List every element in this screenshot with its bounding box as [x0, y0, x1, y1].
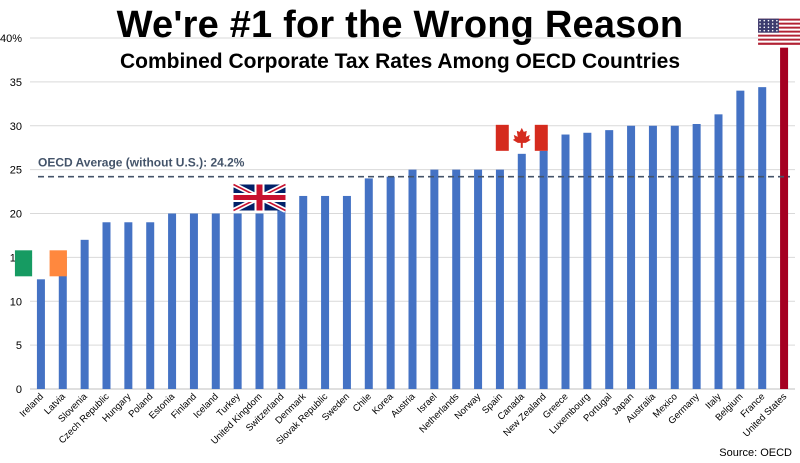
- bar: [233, 213, 242, 389]
- flag-star: [771, 29, 774, 32]
- bar: [648, 125, 657, 389]
- flag-star: [776, 29, 778, 32]
- y-tick-label: 5: [16, 340, 22, 352]
- source-note: Source: OECD: [719, 447, 792, 459]
- flag-star: [767, 29, 770, 32]
- maple-leaf: [512, 127, 531, 148]
- x-tick-label: Iceland: [191, 391, 220, 420]
- flag-star: [759, 29, 761, 32]
- bar: [758, 87, 767, 389]
- bar: [627, 125, 636, 389]
- bar: [495, 169, 504, 389]
- flag-stripe: [758, 42, 800, 45]
- bar: [714, 114, 723, 389]
- y-tick-label: 40%: [0, 33, 22, 45]
- flag-stripe: [758, 38, 800, 41]
- bar: [146, 222, 155, 389]
- y-tick-label: 20: [10, 209, 22, 221]
- flag-band: [534, 124, 548, 151]
- flag-uk-icon: [232, 182, 287, 213]
- flag-stripe: [14, 250, 33, 277]
- y-tick-label: 0: [16, 384, 22, 396]
- flag-band: [495, 124, 509, 151]
- bar: [386, 176, 395, 389]
- bar: [277, 203, 286, 389]
- flag-star: [776, 23, 778, 25]
- flag-canton: [758, 18, 779, 33]
- flag-star: [767, 19, 770, 22]
- bar: [561, 134, 570, 389]
- flag-stripe: [758, 40, 800, 43]
- x-tick-label: Austria: [389, 391, 418, 420]
- average-label: OECD Average (without U.S.): 24.2%: [38, 156, 245, 170]
- bar: [474, 169, 483, 389]
- flag-stripe: [758, 18, 800, 21]
- flag-stripe: [758, 36, 800, 39]
- bar: [342, 195, 351, 389]
- bar: [452, 169, 461, 389]
- bar: [102, 222, 111, 389]
- y-tick-label: 35: [10, 77, 22, 89]
- bar: [780, 47, 789, 390]
- flag-stripe: [758, 22, 800, 25]
- flag-star: [759, 26, 761, 29]
- bar: [408, 169, 417, 389]
- flag-stripe: [758, 24, 800, 27]
- bar: [189, 213, 198, 389]
- flag-star: [763, 19, 766, 22]
- flag-star: [763, 23, 766, 25]
- bar: [736, 90, 745, 390]
- chart-subtitle: Combined Corporate Tax Rates Among OECD …: [119, 50, 681, 73]
- chart-title: We're #1 for the Wrong Reason: [116, 4, 684, 46]
- flag-stripe: [758, 28, 800, 31]
- flag-us-icon: [758, 18, 800, 45]
- bar: [124, 222, 133, 389]
- flag-stripe: [758, 30, 800, 33]
- bar: [539, 143, 548, 389]
- y-tick-label: 10: [10, 296, 22, 308]
- flag-ireland-icon: [14, 250, 67, 277]
- bar: [211, 213, 220, 389]
- flag-star: [767, 26, 770, 29]
- flag-star: [776, 19, 778, 22]
- flag-stripe: [758, 26, 800, 29]
- bar: [364, 178, 373, 389]
- bar: [58, 257, 67, 389]
- flag-star: [771, 26, 774, 29]
- bar: [605, 130, 614, 389]
- bar: [299, 195, 308, 389]
- flag-stripe: [758, 32, 800, 35]
- flag-stripe: [758, 20, 800, 23]
- bar: [583, 132, 592, 389]
- flag-star: [759, 19, 761, 22]
- flag-star: [763, 29, 766, 32]
- flag-star: [771, 23, 774, 25]
- bar: [430, 169, 439, 389]
- y-tick-label: 25: [10, 165, 22, 177]
- flag-cross: [233, 195, 286, 200]
- bar: [670, 125, 679, 389]
- flag-stripe: [758, 34, 800, 37]
- flag-stripe: [49, 250, 67, 277]
- flag-stripe: [32, 250, 50, 277]
- bar: [255, 213, 264, 389]
- bar: [36, 279, 45, 389]
- flag-canada-icon: [495, 124, 548, 151]
- bar: [692, 123, 701, 390]
- bar: [517, 153, 526, 389]
- flag-star: [771, 19, 774, 22]
- flag-star: [763, 26, 766, 29]
- bar: [80, 239, 89, 389]
- bar: [321, 195, 330, 389]
- bar: [168, 213, 177, 389]
- flag-star: [767, 23, 770, 25]
- flag-star: [759, 23, 761, 25]
- flag-star: [776, 26, 778, 29]
- y-tick-label: 30: [10, 121, 22, 133]
